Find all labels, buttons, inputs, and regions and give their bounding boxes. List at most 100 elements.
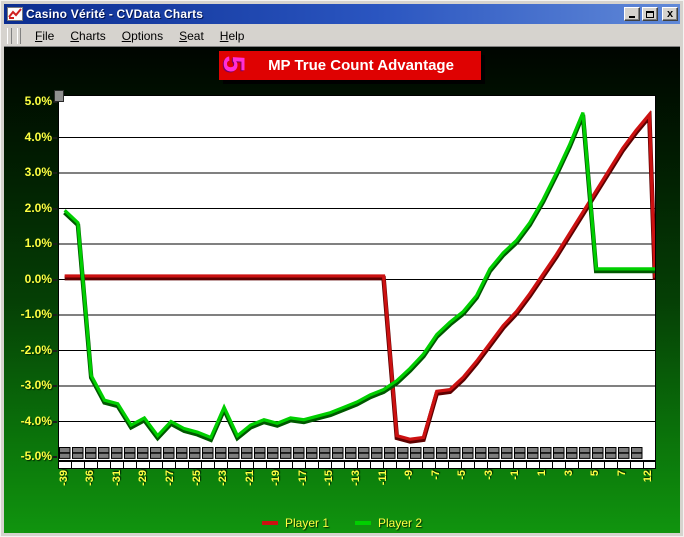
count-cell [449,447,461,454]
y-tick-label: -5.0% [20,449,52,463]
count-cell [501,447,513,454]
menu-item-charts[interactable]: Charts [70,28,106,43]
count-cell [163,452,175,459]
x-tick-label: 5 [589,470,602,477]
y-tick-mark [53,385,57,387]
close-button[interactable]: x [662,7,678,21]
count-cell [397,447,409,454]
count-cell [319,452,331,459]
x-tick-label: -31 [110,470,123,486]
count-cell [410,447,422,454]
count-cell [553,452,565,459]
legend-label: Player 2 [378,516,423,530]
count-cell [85,452,97,459]
minimize-button[interactable] [624,7,640,21]
count-cell [514,452,526,459]
menu-bar: File Charts Options Seat Help [4,25,680,47]
plot-area [58,95,656,461]
x-tick-label: -27 [163,470,176,486]
player1-line-swatch [261,521,278,525]
x-tick-label: -25 [190,470,203,486]
deck-count-badge: 5 [217,55,250,73]
count-cell [579,447,591,454]
y-tick-mark [53,207,57,210]
series-line-player2 [63,112,655,440]
count-cell [319,447,331,454]
x-tick-label: -29 [137,470,150,486]
y-tick-label: -2.0% [20,342,52,357]
chart-svg [58,95,656,461]
count-cell [527,447,539,454]
count-cell [605,447,617,454]
count-cell [85,447,97,454]
plot-border [58,95,656,461]
count-cell [228,447,240,454]
y-tick-label: 2.0% [24,200,52,215]
count-cell [306,452,318,459]
count-cell [436,452,448,459]
menu-item-help[interactable]: Help [219,28,245,43]
chart-client-area: MP True Count Advantage 5 5.0% 4.0% 3.0% 2.… [4,47,680,533]
count-cell [475,447,487,454]
count-cell [540,452,552,459]
count-cell [163,447,175,454]
count-cell [241,447,253,454]
count-cell [553,447,565,454]
y-tick-mark [53,314,57,316]
count-cell [254,452,266,459]
x-tick-label: -15 [323,470,336,486]
count-cell [462,447,474,454]
count-cell [631,452,643,459]
legend-label: Player 1 [284,516,329,530]
count-cell [280,452,292,459]
x-tick-label: -23 [217,470,230,486]
x-tick-label: -7 [429,470,442,480]
y-tick-mark [53,101,57,103]
count-cell [202,447,214,454]
legend-item-player2: Player 2 [355,516,422,530]
count-cell [475,452,487,459]
count-cell [111,447,123,454]
menu-item-seat[interactable]: Seat [179,28,204,43]
count-cell [410,452,422,459]
title-bar[interactable]: Casino Vérité - CVData Charts x [4,4,680,24]
count-cell [280,447,292,454]
plot-corner-handle[interactable] [54,90,64,102]
x-tick-label: -11 [376,470,389,486]
count-cell [605,452,617,459]
y-tick-label: 0.0% [24,271,52,286]
minimize-icon [629,16,635,18]
y-tick-mark [53,420,57,423]
x-tick-label: -9 [403,470,416,480]
menu-item-file[interactable]: File [35,28,55,43]
count-cell [501,452,513,459]
count-cell [423,452,435,459]
y-tick-label: 5.0% [24,94,52,108]
count-cell [397,452,409,459]
y-tick-mark [53,243,57,245]
y-tick-mark [53,456,57,458]
count-cell [72,447,84,454]
x-tick-label: -21 [243,470,256,486]
toolbar-grip-icon[interactable] [7,27,12,44]
window-title: Casino Vérité - CVData Charts [26,7,204,21]
menu-item-options[interactable]: Options [121,28,164,43]
count-cell [384,452,396,459]
count-cell [332,447,344,454]
count-cell [124,447,136,454]
y-tick-label: 1.0% [24,236,52,250]
count-cell [137,447,149,454]
maximize-button[interactable] [642,7,658,21]
x-tick-label: -5 [456,470,469,480]
y-tick-label: -4.0% [20,413,52,428]
count-cell [124,452,136,459]
count-cell [215,452,227,459]
maximize-icon [646,11,654,18]
y-tick-label: -3.0% [20,378,52,392]
count-cell [371,447,383,454]
x-tick-label: -39 [57,470,70,486]
count-cell [241,452,253,459]
count-cell [527,452,539,459]
legend-item-player1: Player 1 [261,516,329,530]
